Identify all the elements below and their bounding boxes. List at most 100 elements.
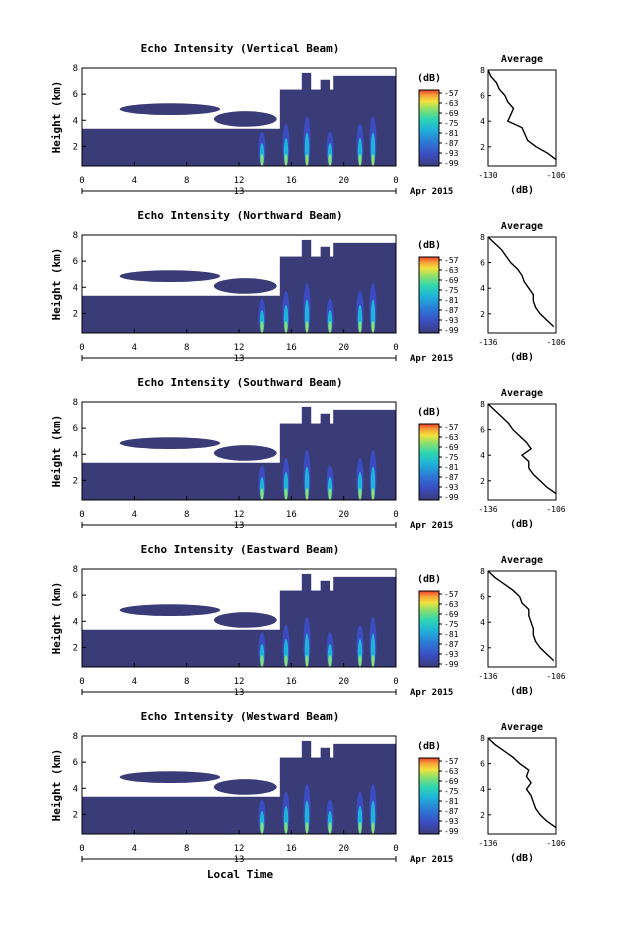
panel-title: Echo Intensity (Northward Beam) xyxy=(137,209,342,222)
colorbar-tick-label: -99 xyxy=(444,159,459,168)
day-label: 13 xyxy=(234,855,245,865)
echo-high-layer xyxy=(279,757,396,799)
y-tick-label: 8 xyxy=(73,398,78,408)
echo-column xyxy=(301,406,312,432)
echo-column xyxy=(320,413,331,434)
avg-x-label: (dB) xyxy=(510,853,534,864)
avg-y-tick-label: 6 xyxy=(480,593,485,602)
colorbar-unit: (dB) xyxy=(417,574,441,585)
avg-y-tick-label: 8 xyxy=(480,400,485,409)
colorbar-tick-label: -63 xyxy=(444,99,459,108)
y-tick-label: 8 xyxy=(73,732,78,742)
colorbar-tick-label: -57 xyxy=(444,256,459,265)
y-tick-label: 4 xyxy=(73,617,78,627)
echo-plume-peak xyxy=(328,321,332,333)
colorbar-tick-label: -87 xyxy=(444,139,459,148)
colorbar-tick-label: -81 xyxy=(444,129,459,138)
y-axis-label: Height (km) xyxy=(50,248,63,321)
colorbar xyxy=(418,423,440,501)
colorbar-unit: (dB) xyxy=(417,73,441,84)
avg-y-tick-label: 8 xyxy=(480,567,485,576)
day-label: 13 xyxy=(234,521,245,531)
echo-plume-peak xyxy=(328,655,332,667)
colorbar-tick-label: -69 xyxy=(444,276,459,285)
echo-cloud xyxy=(213,445,277,461)
avg-title: Average xyxy=(501,221,543,232)
avg-x-label: (dB) xyxy=(510,352,534,363)
echo-high-layer xyxy=(279,256,396,298)
y-axis-label: Height (km) xyxy=(50,749,63,822)
avg-frame xyxy=(487,69,557,167)
x-tick-label: 16 xyxy=(286,510,297,520)
panel-title: Echo Intensity (Eastward Beam) xyxy=(141,543,340,556)
x-tick-label: 8 xyxy=(184,510,189,520)
avg-x-label: (dB) xyxy=(510,185,534,196)
echo-plume-peak xyxy=(260,822,264,834)
echo-high-layer xyxy=(279,423,396,465)
colorbar-tick-label: -87 xyxy=(444,807,459,816)
echo-top-layer xyxy=(333,75,396,96)
echo-cloud xyxy=(119,103,221,116)
colorbar-tick-label: -81 xyxy=(444,296,459,305)
day-label: 13 xyxy=(234,354,245,364)
panel-3: Echo Intensity (Eastward Beam) Height (km… xyxy=(50,543,566,698)
echo-cloud xyxy=(119,604,221,617)
echo-plume-peak xyxy=(260,321,264,333)
echo-plume-peak xyxy=(328,822,332,834)
colorbar-tick-label: -69 xyxy=(444,610,459,619)
echo-plume-peak xyxy=(260,488,264,500)
colorbar-tick-label: -63 xyxy=(444,266,459,275)
echo-plume-peak xyxy=(284,154,288,166)
colorbar-unit: (dB) xyxy=(417,407,441,418)
colorbar-tick-label: -81 xyxy=(444,797,459,806)
colorbar-tick-label: -99 xyxy=(444,827,459,836)
x-tick-label: 8 xyxy=(184,677,189,687)
date-label: Apr 2015 xyxy=(410,521,453,531)
x-tick-label: 16 xyxy=(286,844,297,854)
avg-x-tick-label: -106 xyxy=(546,505,565,514)
x-tick-label: 4 xyxy=(132,343,137,353)
y-tick-label: 6 xyxy=(73,90,78,100)
colorbar-tick-label: -99 xyxy=(444,326,459,335)
avg-x-tick-label: -136 xyxy=(478,839,497,848)
x-tick-label: 20 xyxy=(338,176,349,186)
echo-column xyxy=(320,79,331,100)
echo-plume-peak xyxy=(358,321,362,333)
day-label: 13 xyxy=(234,187,245,197)
echo-cloud xyxy=(119,270,221,283)
avg-y-tick-label: 6 xyxy=(480,760,485,769)
y-tick-label: 4 xyxy=(73,283,78,293)
avg-profile-line xyxy=(487,737,557,829)
x-tick-label: 4 xyxy=(132,176,137,186)
colorbar-tick-label: -87 xyxy=(444,306,459,315)
panel-1: Echo Intensity (Northward Beam) Height (k… xyxy=(50,209,566,364)
x-tick-label: 0 xyxy=(393,176,398,186)
colorbar-tick-label: -99 xyxy=(444,660,459,669)
colorbar xyxy=(418,590,440,668)
y-tick-label: 4 xyxy=(73,116,78,126)
echo-plume-peak xyxy=(284,822,288,834)
echo-column xyxy=(320,747,331,768)
echo-column xyxy=(301,72,312,98)
x-tick-label: 12 xyxy=(234,844,245,854)
y-tick-label: 2 xyxy=(73,810,78,820)
colorbar-tick-label: -57 xyxy=(444,590,459,599)
avg-x-label: (dB) xyxy=(510,519,534,530)
echo-cloud xyxy=(119,771,221,784)
avg-y-tick-label: 6 xyxy=(480,92,485,101)
echo-plume-peak xyxy=(305,822,309,834)
panel-title: Echo Intensity (Southward Beam) xyxy=(137,376,342,389)
colorbar-tick-label: -75 xyxy=(444,286,459,295)
x-tick-label: 0 xyxy=(393,677,398,687)
avg-x-label: (dB) xyxy=(510,686,534,697)
y-tick-label: 4 xyxy=(73,450,78,460)
x-tick-label: 0 xyxy=(393,510,398,520)
avg-x-tick-label: -106 xyxy=(546,839,565,848)
avg-y-tick-label: 2 xyxy=(480,811,485,820)
colorbar-tick-label: -81 xyxy=(444,463,459,472)
echo-plume-peak xyxy=(305,655,309,667)
colorbar-tick-label: -69 xyxy=(444,777,459,786)
echo-plume-peak xyxy=(284,321,288,333)
echo-top-layer xyxy=(333,409,396,430)
avg-y-tick-label: 2 xyxy=(480,143,485,152)
